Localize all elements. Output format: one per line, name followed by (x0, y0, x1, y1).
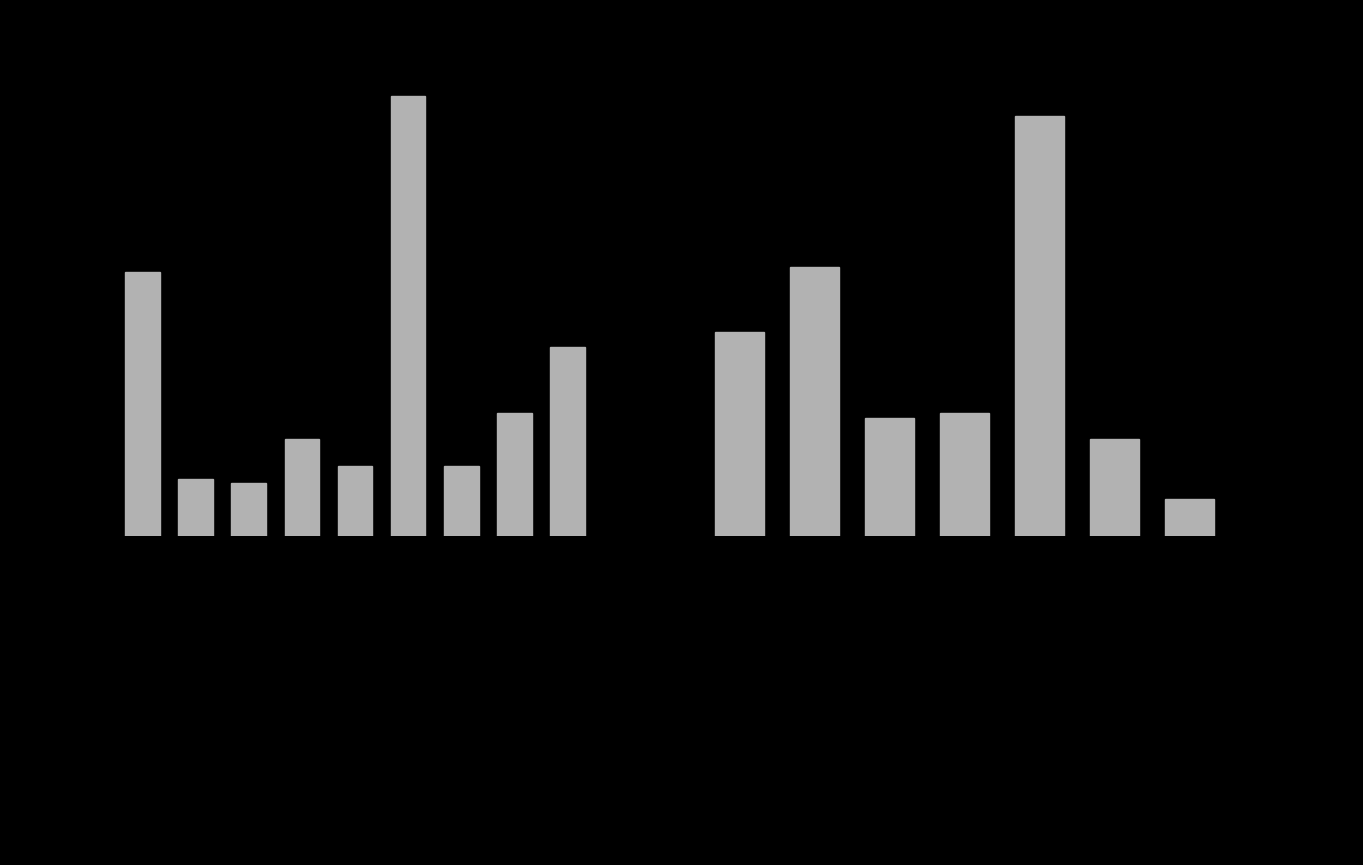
Bar (444, 466, 478, 536)
Bar (940, 413, 988, 536)
Bar (232, 484, 266, 536)
Bar (125, 272, 159, 536)
Bar (716, 332, 763, 536)
Bar (1015, 117, 1063, 536)
Bar (338, 466, 372, 536)
Bar (791, 267, 838, 536)
Bar (497, 413, 532, 536)
Bar (1165, 498, 1213, 536)
Bar (285, 439, 319, 536)
Bar (866, 418, 913, 536)
Bar (1090, 439, 1138, 536)
Bar (391, 96, 425, 536)
Bar (179, 479, 213, 536)
Bar (551, 347, 585, 536)
